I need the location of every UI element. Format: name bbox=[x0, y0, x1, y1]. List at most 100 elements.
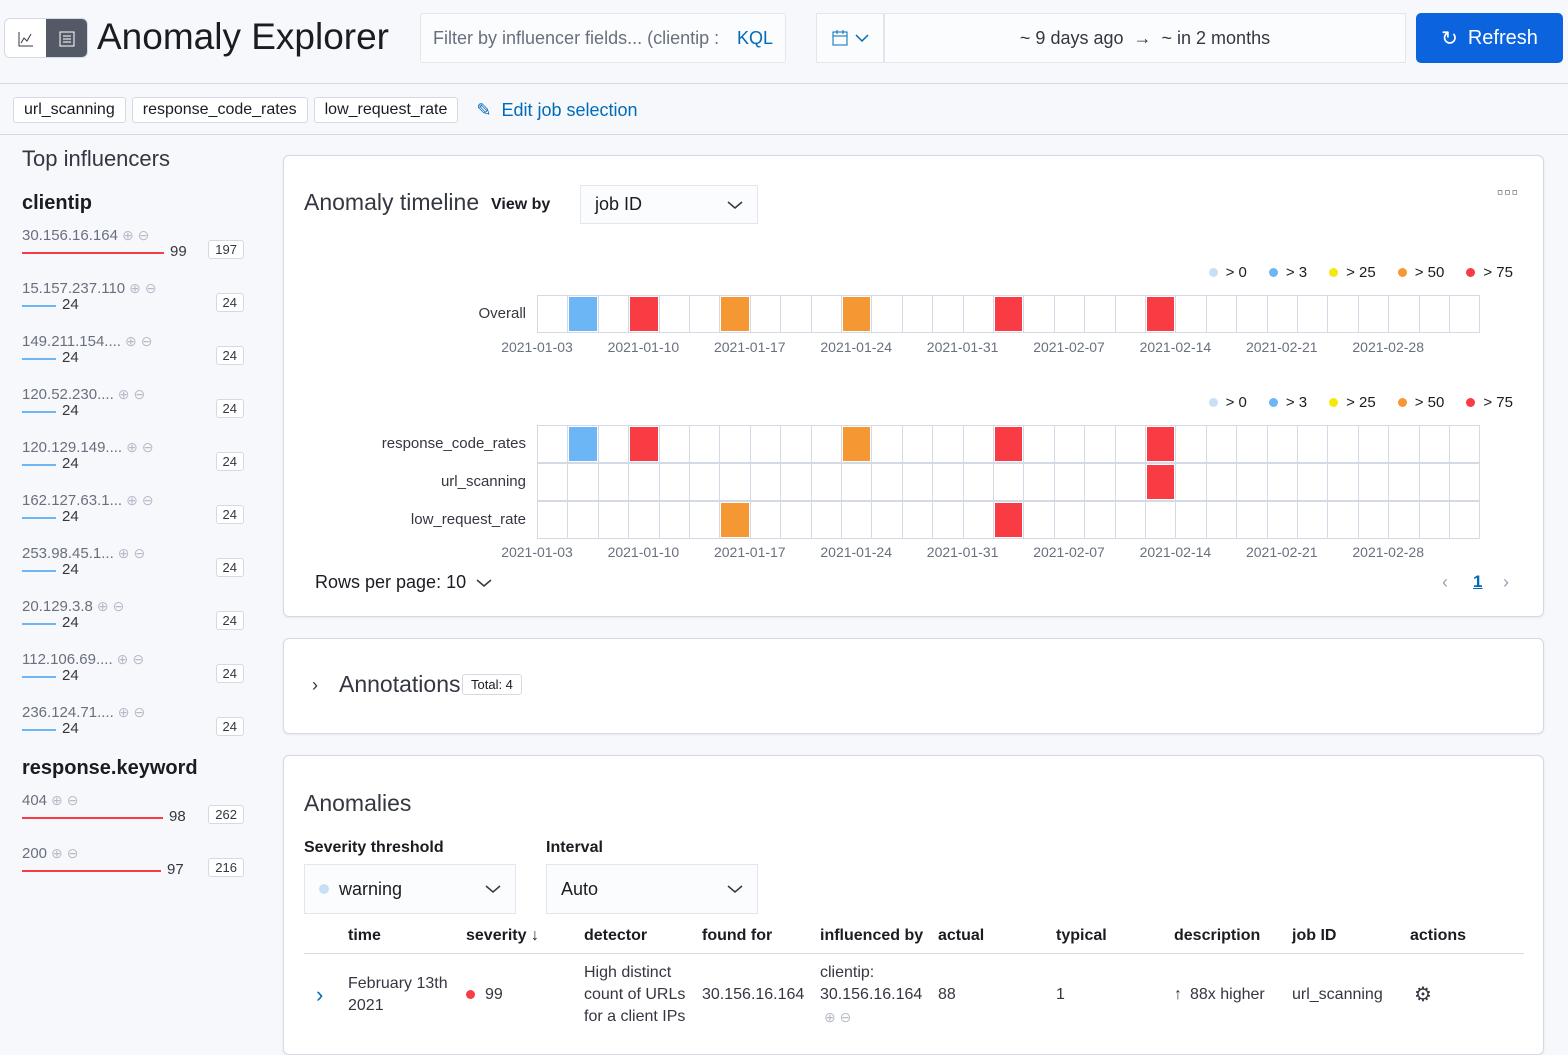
swimlane-cell[interactable] bbox=[1236, 501, 1268, 539]
anomaly-cell[interactable] bbox=[721, 297, 749, 331]
add-filter-icon[interactable]: ⊕ bbox=[124, 333, 137, 349]
swimlane-cell[interactable] bbox=[689, 425, 721, 463]
swimlane-cell[interactable] bbox=[901, 463, 934, 501]
swimlane-cell[interactable] bbox=[993, 295, 1025, 333]
swimlane-label[interactable]: Overall bbox=[478, 304, 526, 322]
add-filter-icon[interactable]: ⊕ bbox=[51, 845, 63, 861]
swimlane-cell[interactable] bbox=[1236, 463, 1268, 501]
swimlane-cell[interactable] bbox=[628, 463, 660, 501]
remove-filter-icon[interactable]: ⊖ bbox=[141, 439, 154, 455]
influencer-name[interactable]: 149.211.154.... bbox=[22, 333, 121, 350]
add-filter-icon[interactable]: ⊕ bbox=[116, 651, 129, 667]
swimlane-cell[interactable] bbox=[1023, 295, 1055, 333]
swimlane-cell[interactable] bbox=[1175, 463, 1207, 501]
swimlane-cell[interactable] bbox=[1357, 463, 1390, 501]
swimlane-cell[interactable] bbox=[749, 425, 782, 463]
swimlane-cell[interactable] bbox=[901, 501, 934, 539]
swimlane-cell[interactable] bbox=[1297, 295, 1329, 333]
swimlane-cell[interactable] bbox=[993, 425, 1025, 463]
col-actual[interactable]: actual bbox=[938, 926, 985, 944]
swimlane-cell[interactable] bbox=[1418, 501, 1450, 539]
swimlane-cell[interactable] bbox=[1084, 295, 1116, 333]
swimlane-cell[interactable] bbox=[1449, 501, 1481, 539]
swimlane-cell[interactable] bbox=[932, 501, 964, 539]
swimlane-cell[interactable] bbox=[1205, 425, 1238, 463]
anomaly-cell[interactable] bbox=[630, 427, 658, 461]
swimlane-cell[interactable] bbox=[537, 425, 569, 463]
remove-filter-icon[interactable]: ⊖ bbox=[140, 333, 153, 349]
swimlane-cell[interactable] bbox=[567, 501, 599, 539]
swimlane-cell[interactable] bbox=[780, 295, 812, 333]
swimlane-cell[interactable] bbox=[1266, 425, 1298, 463]
more-options-icon[interactable]: ▫▫▫ bbox=[1496, 182, 1519, 202]
swimlane-cell[interactable] bbox=[719, 425, 751, 463]
add-filter-icon[interactable]: ⊕ bbox=[121, 227, 134, 243]
swimlane-cell[interactable] bbox=[1205, 463, 1238, 501]
swimlane-cell[interactable] bbox=[871, 501, 903, 539]
add-filter-icon[interactable]: ⊕ bbox=[117, 704, 130, 720]
swimlane-cell[interactable] bbox=[962, 463, 994, 501]
swimlane-cell[interactable] bbox=[1236, 425, 1268, 463]
anomaly-cell[interactable] bbox=[995, 427, 1023, 461]
influencer-name[interactable]: 404 bbox=[22, 792, 48, 809]
swimlane-cell[interactable] bbox=[719, 295, 751, 333]
remove-filter-icon[interactable]: ⊖ bbox=[133, 386, 146, 402]
swimlane-cell[interactable] bbox=[597, 463, 630, 501]
anomaly-cell[interactable] bbox=[995, 297, 1023, 331]
swimlane-cell[interactable] bbox=[1418, 295, 1450, 333]
swimlane-cell[interactable] bbox=[1418, 425, 1450, 463]
swimlane-cell[interactable] bbox=[749, 463, 782, 501]
swimlane-cell[interactable] bbox=[628, 425, 660, 463]
swimlane-cell[interactable] bbox=[810, 501, 842, 539]
swimlane-cell[interactable] bbox=[1114, 295, 1146, 333]
swimlane-cell[interactable] bbox=[1327, 501, 1359, 539]
swimlane-cell[interactable] bbox=[689, 501, 721, 539]
swimlane-cell[interactable] bbox=[1053, 501, 1086, 539]
anomaly-cell[interactable] bbox=[569, 297, 597, 331]
swimlane-cell[interactable] bbox=[597, 425, 630, 463]
next-page-icon[interactable]: › bbox=[1503, 572, 1509, 592]
swimlane-cell[interactable] bbox=[810, 425, 842, 463]
col-time[interactable]: time bbox=[348, 926, 381, 944]
add-filter-icon[interactable]: ⊕ bbox=[126, 492, 138, 508]
col-job-id[interactable]: job ID bbox=[1292, 926, 1337, 944]
swimlane-cell[interactable] bbox=[1388, 463, 1420, 501]
swimlane-cell[interactable] bbox=[841, 425, 873, 463]
page-1-button[interactable]: 1 bbox=[1473, 572, 1483, 591]
add-filter-icon[interactable]: ⊕ bbox=[824, 1009, 836, 1026]
col-detector[interactable]: detector bbox=[584, 926, 648, 944]
edit-job-selection-link[interactable]: ✎ Edit job selection bbox=[476, 100, 637, 121]
swimlane-cell[interactable] bbox=[628, 501, 660, 539]
add-filter-icon[interactable]: ⊕ bbox=[51, 792, 63, 808]
swimlane-cell[interactable] bbox=[1388, 425, 1420, 463]
view-by-select[interactable]: job ID bbox=[580, 185, 758, 224]
date-quick-menu-button[interactable] bbox=[816, 13, 884, 63]
job-badge[interactable]: low_request_rate bbox=[313, 97, 459, 123]
add-filter-icon[interactable]: ⊕ bbox=[117, 386, 130, 402]
swimlane-cell[interactable] bbox=[1205, 295, 1238, 333]
swimlane-cell[interactable] bbox=[1023, 501, 1055, 539]
remove-filter-icon[interactable]: ⊖ bbox=[66, 845, 79, 861]
swimlane-cell[interactable] bbox=[1175, 501, 1207, 539]
swimlane-cell[interactable] bbox=[1327, 463, 1359, 501]
swimlane-cell[interactable] bbox=[1266, 501, 1298, 539]
influencer-name[interactable]: 20.129.3.8 bbox=[22, 598, 93, 615]
anomaly-explorer-button[interactable] bbox=[46, 19, 87, 57]
add-filter-icon[interactable]: ⊕ bbox=[126, 439, 138, 455]
swimlane-cell[interactable] bbox=[597, 501, 630, 539]
influencer-name[interactable]: 236.124.71.... bbox=[22, 704, 114, 721]
rows-per-page-button[interactable]: Rows per page: 10 bbox=[315, 572, 492, 593]
swimlane-cell[interactable] bbox=[1114, 425, 1146, 463]
swimlane-cell[interactable] bbox=[567, 463, 599, 501]
swimlane-cell[interactable] bbox=[841, 501, 873, 539]
influencer-name[interactable]: 120.52.230.... bbox=[22, 386, 114, 403]
swimlane-cell[interactable] bbox=[1053, 463, 1086, 501]
swimlane-cell[interactable] bbox=[780, 425, 812, 463]
remove-filter-icon[interactable]: ⊖ bbox=[133, 704, 146, 720]
swimlane-cell[interactable] bbox=[932, 463, 964, 501]
interval-select[interactable]: Auto bbox=[546, 864, 758, 914]
swimlane-cell[interactable] bbox=[780, 463, 812, 501]
swimlane-cell[interactable] bbox=[1357, 295, 1390, 333]
swimlane-cell[interactable] bbox=[1449, 425, 1481, 463]
swimlane-cell[interactable] bbox=[993, 501, 1025, 539]
